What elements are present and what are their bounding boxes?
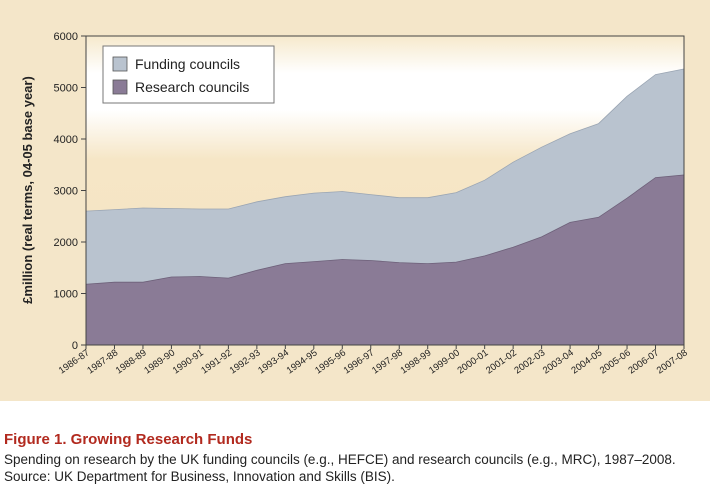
legend-label-research-councils: Research councils (135, 79, 249, 95)
x-tick-label: 2002-03 (512, 347, 547, 376)
y-tick-label: 2000 (54, 237, 78, 249)
legend: Funding councils Research councils (102, 45, 275, 104)
x-tick-label: 1990-91 (171, 347, 206, 376)
legend-box (102, 45, 275, 104)
legend-label-funding-councils: Funding councils (135, 56, 240, 72)
x-tick-label: 1987-88 (85, 347, 120, 376)
x-tick-label: 1993-94 (256, 347, 291, 376)
x-tick-label: 2001-02 (484, 347, 519, 376)
x-tick-label: 2007-08 (655, 347, 690, 376)
y-tick-label: 1000 (54, 289, 78, 301)
x-tick-label: 2006-07 (626, 347, 661, 376)
y-tick-label: 6000 (54, 31, 78, 43)
figure-caption: Figure 1. Growing Research Funds Spendin… (4, 431, 708, 485)
figure-title: Figure 1. Growing Research Funds (4, 431, 253, 448)
x-tick-label: 1995-96 (313, 347, 348, 376)
x-tick-label: 1998-99 (399, 347, 434, 376)
x-tick-label: 1989-90 (142, 347, 177, 376)
x-tick-label: 1991-92 (199, 347, 234, 376)
y-tick-label: 3000 (54, 186, 78, 198)
x-tick-label: 1999-00 (427, 347, 462, 376)
x-tick-label: 1992-93 (228, 347, 263, 376)
chart-panel: 0 1000 2000 3000 4000 5000 6000 1986-87 1987-88… (0, 0, 710, 401)
x-tick-label: 2000-01 (456, 347, 491, 376)
y-tick-label: 4000 (54, 134, 78, 146)
x-tick-label: 2004-05 (569, 347, 604, 376)
x-tick-label: 1997-98 (370, 347, 405, 376)
x-tick-label: 1996-97 (342, 347, 377, 376)
legend-swatch-research-councils (112, 79, 128, 95)
x-tick-label: 2005-06 (598, 347, 633, 376)
x-tick-label: 2003-04 (541, 347, 576, 376)
x-tick-label: 1994-95 (285, 347, 320, 376)
y-axis-title: £million (real terms, 04-05 base year) (20, 76, 35, 304)
area-research-councils (85, 174, 685, 346)
figure-description: Spending on research by the UK funding c… (4, 452, 676, 484)
y-tick-label: 5000 (54, 83, 78, 95)
x-tick-label: 1988-89 (114, 347, 149, 376)
y-tick-label: 0 (72, 340, 78, 352)
legend-swatch-funding-councils (112, 56, 128, 72)
